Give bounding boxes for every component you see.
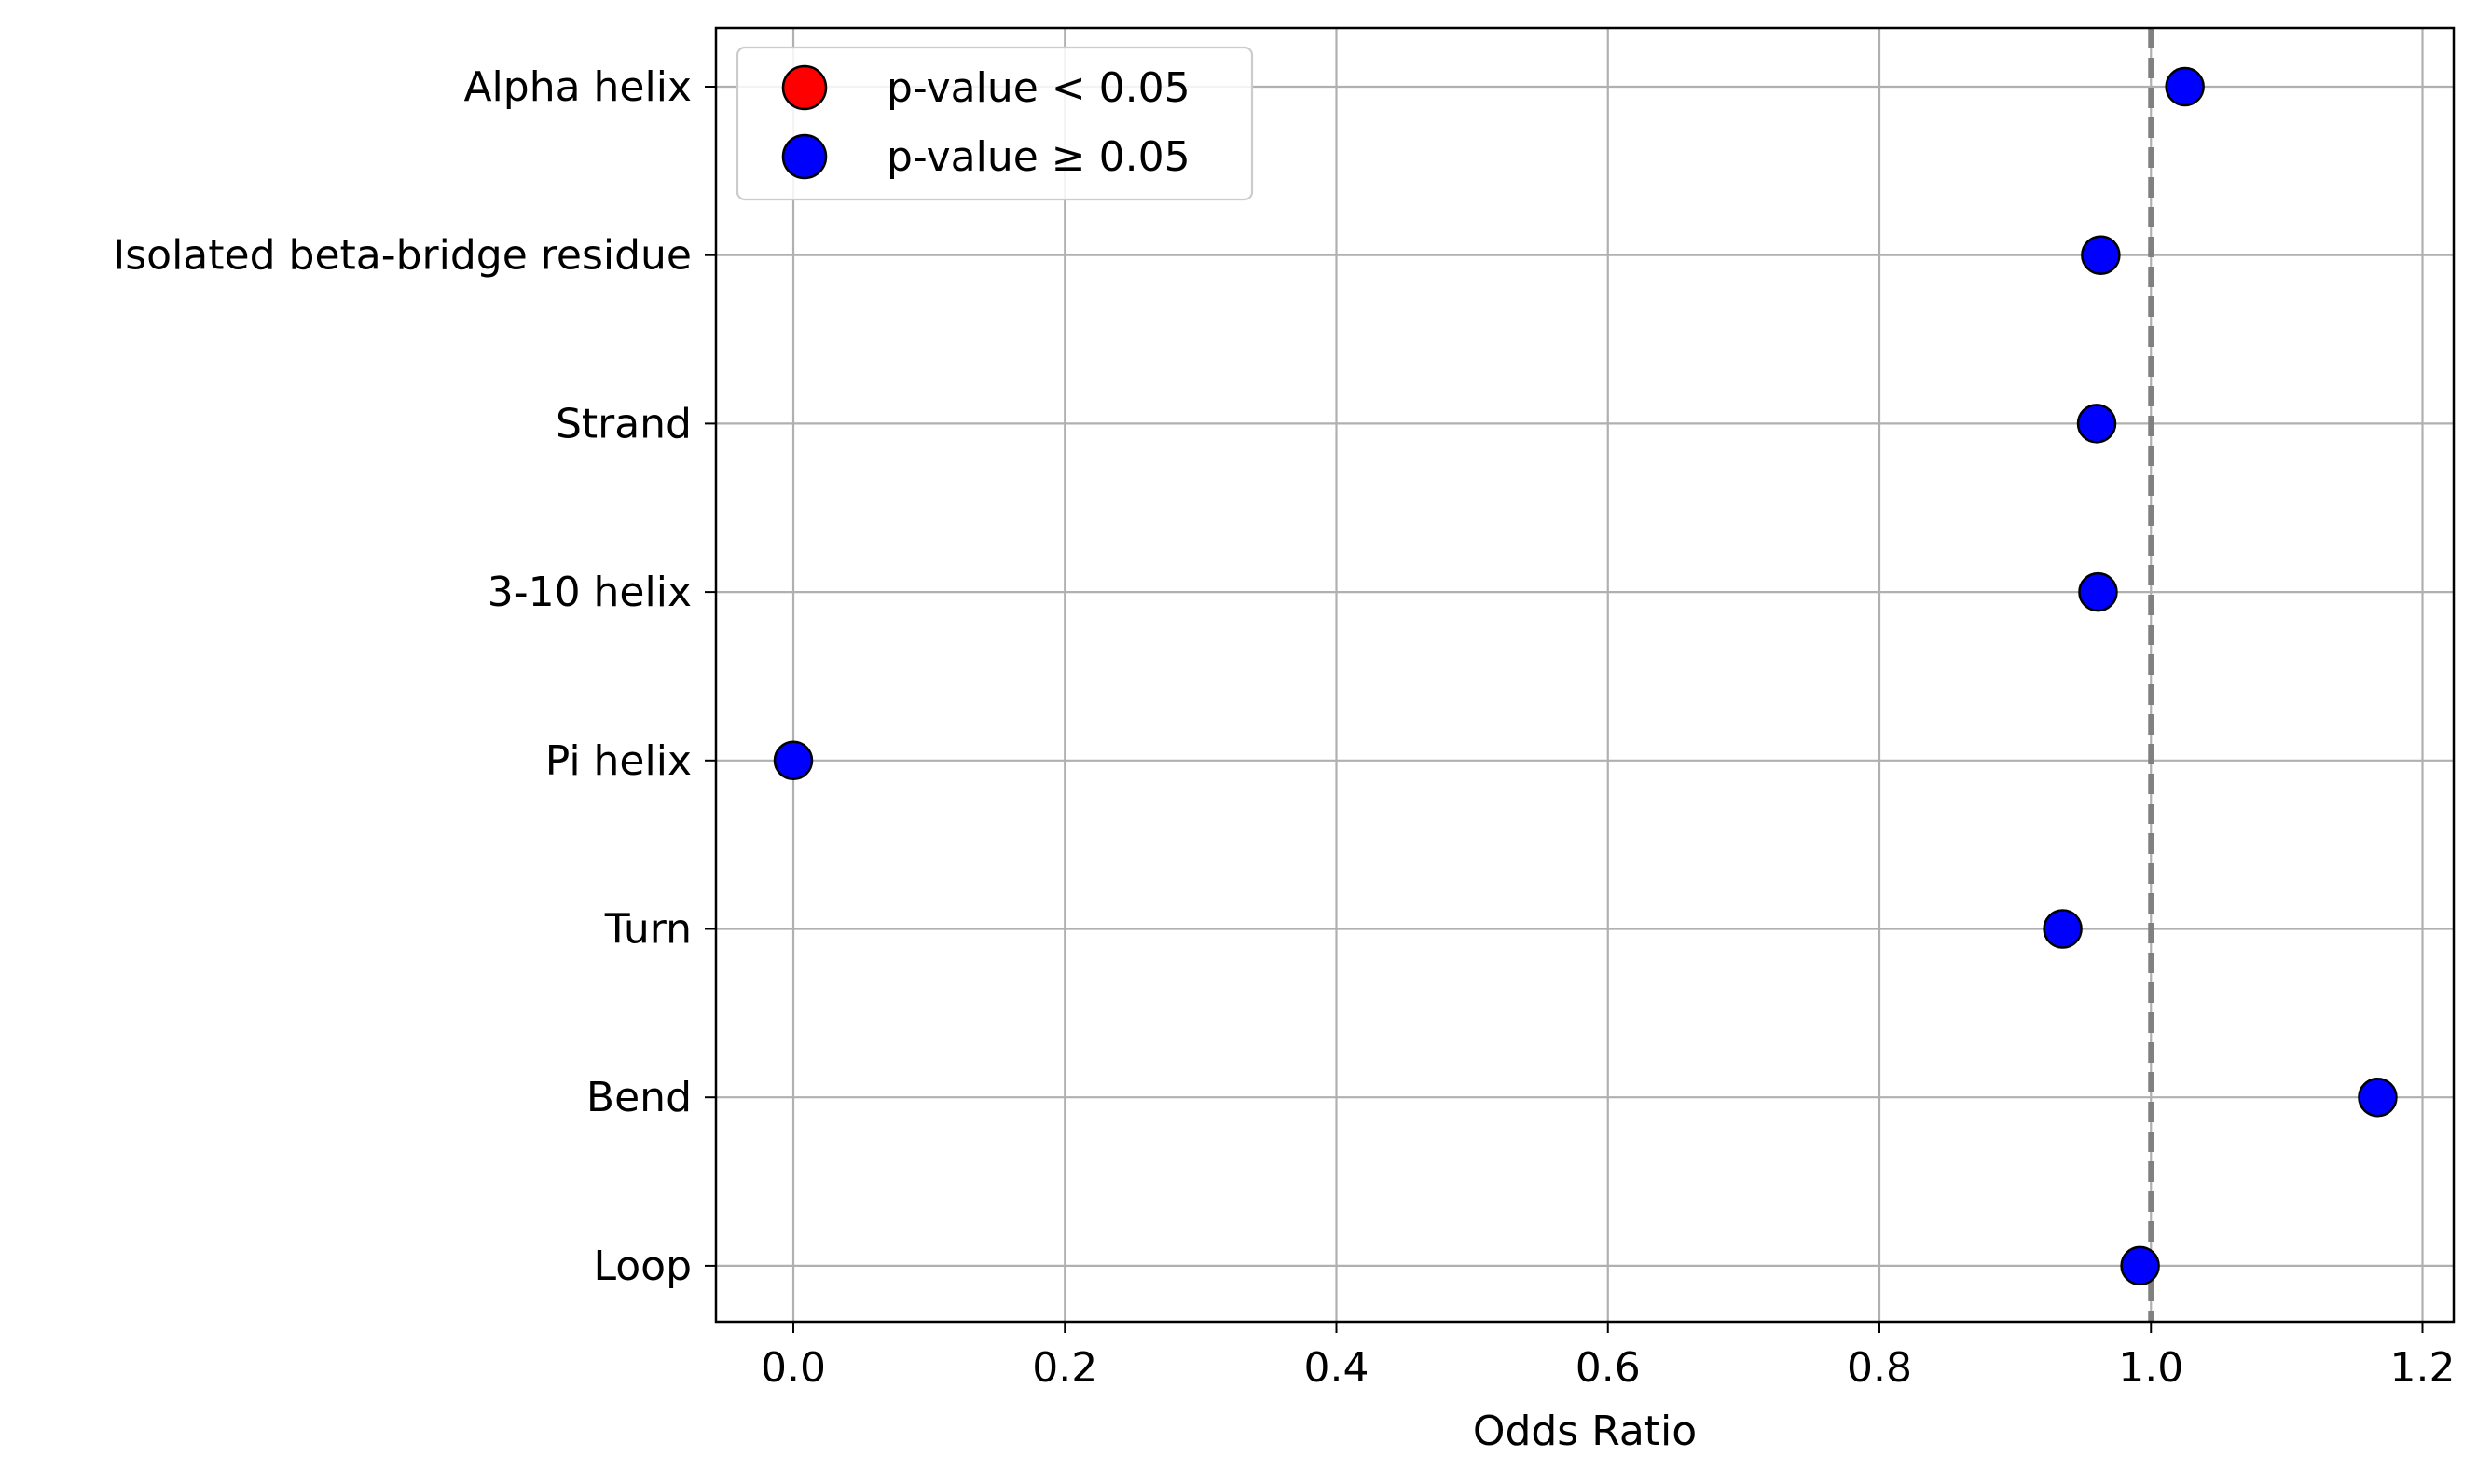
data-point [773, 740, 814, 781]
category-label: 3-10 helix [488, 569, 692, 616]
legend-label: p-value ≥ 0.05 [887, 133, 1190, 181]
category-label: Bend [586, 1074, 692, 1121]
data-point [2078, 571, 2118, 612]
x-tick-label: 0.0 [761, 1344, 826, 1392]
x-tick-label: 1.0 [2118, 1344, 2183, 1392]
ticks-layer: 0.0 0.2 0.4 0.6 0.8 1.0 1.2 Alpha helix Isolated… [113, 63, 2455, 1392]
data-point [2076, 404, 2117, 444]
data-point [2120, 1245, 2160, 1286]
x-tick-label: 0.2 [1032, 1344, 1097, 1392]
category-label: Pi helix [545, 737, 692, 785]
legend: p-value < 0.05 p-value ≥ 0.05 [736, 46, 1254, 201]
category-label: Isolated beta-bridge residue [113, 232, 692, 280]
legend-marker [781, 133, 828, 180]
category-label: Strand [556, 400, 692, 447]
category-label: Alpha helix [463, 63, 692, 111]
data-point [2358, 1077, 2398, 1118]
data-point [2165, 66, 2205, 107]
x-tick-label: 0.4 [1304, 1344, 1369, 1392]
points-layer [773, 66, 2398, 1286]
data-point [2043, 909, 2083, 949]
plot-frame [714, 26, 2456, 1324]
category-label: Loop [593, 1243, 692, 1290]
x-tick-label: 0.6 [1576, 1344, 1641, 1392]
legend-marker [781, 64, 828, 111]
grid-layer [716, 28, 2454, 1322]
x-axis-label: Odds Ratio [1473, 1408, 1697, 1455]
category-label: Turn [604, 906, 692, 954]
legend-box [736, 46, 1254, 201]
x-tick-label: 0.8 [1847, 1344, 1912, 1392]
legend-label: p-value < 0.05 [887, 64, 1190, 112]
data-point [2081, 235, 2121, 275]
x-tick-label: 1.2 [2390, 1344, 2456, 1392]
